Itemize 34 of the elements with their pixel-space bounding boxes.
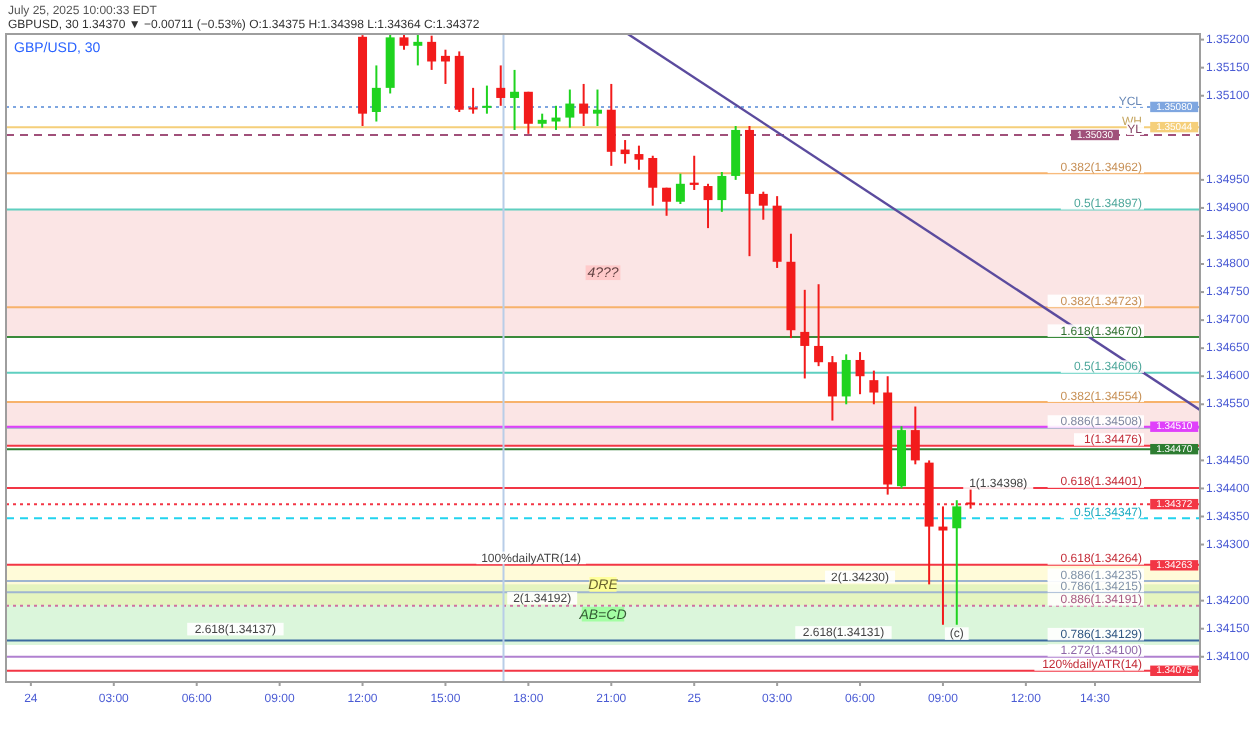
candlestick (468, 86, 478, 115)
candlestick (731, 125, 741, 181)
candlestick (579, 82, 589, 128)
candlestick (938, 505, 948, 626)
candlestick (910, 405, 920, 466)
candlestick (592, 88, 602, 128)
candlestick (371, 64, 381, 123)
candlestick (869, 369, 879, 406)
candlestick (606, 82, 616, 167)
candlestick (952, 499, 962, 626)
candlestick (814, 283, 824, 368)
candlestick (523, 90, 533, 135)
candlestick (675, 172, 685, 205)
candlestick (703, 182, 713, 230)
candlestick (634, 144, 644, 171)
candlestick (413, 34, 423, 67)
candlestick (551, 104, 561, 131)
candlestick (966, 488, 976, 510)
candlestick (855, 351, 865, 396)
candlestick (758, 190, 768, 221)
candlestick (496, 64, 506, 107)
candlestick (510, 68, 520, 131)
candlestick (482, 84, 492, 115)
candlestick (662, 186, 672, 217)
candlestick (440, 48, 450, 85)
candlestick (800, 288, 810, 380)
candlestick (427, 34, 437, 71)
candlestick (565, 88, 575, 129)
candlestick (841, 353, 851, 406)
candlestick (620, 139, 630, 165)
candlestick (827, 355, 837, 422)
candlestick (648, 154, 658, 207)
candlestick (717, 171, 727, 213)
candlestick (689, 154, 699, 191)
